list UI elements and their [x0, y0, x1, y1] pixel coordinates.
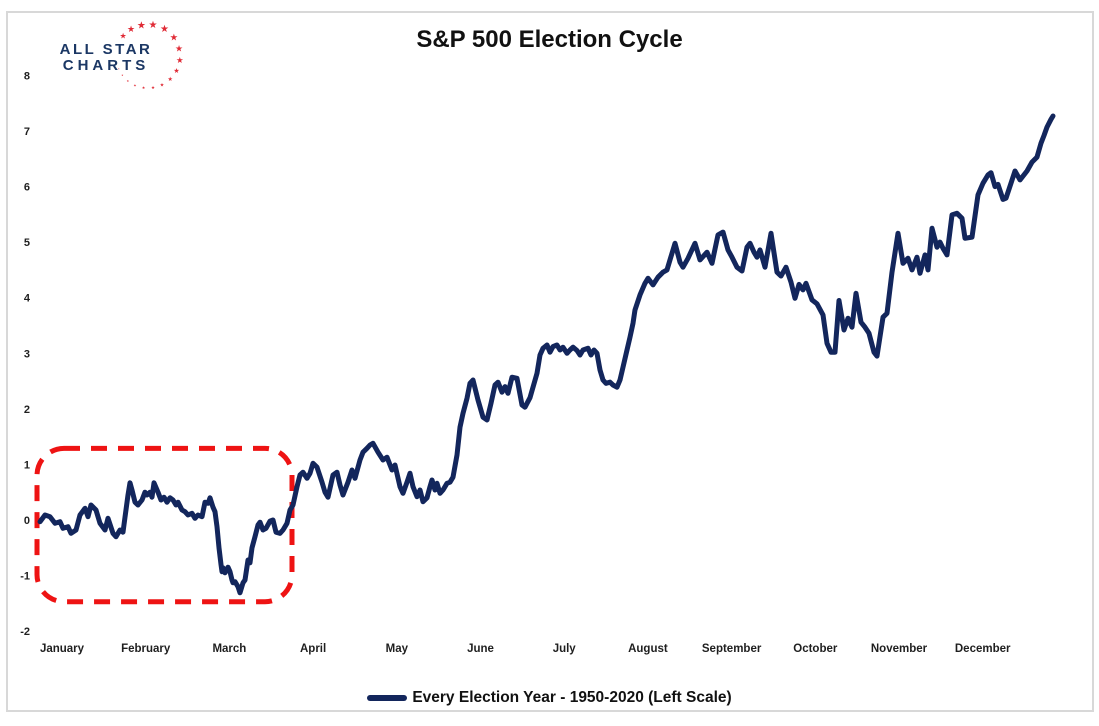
star-glyph: ★ [127, 24, 135, 34]
y-tick-label: 4 [24, 293, 31, 305]
star-glyph: ★ [142, 85, 146, 90]
allstarcharts-logo: ALL STAR CHARTS [55, 42, 157, 74]
x-axis-label: March [212, 643, 246, 655]
y-tick-label: 0 [24, 515, 30, 527]
star-glyph: ★ [160, 83, 165, 89]
legend-line-swatch [367, 695, 408, 701]
x-axis-label: August [628, 643, 668, 655]
x-axis-label: December [955, 643, 1011, 655]
y-tick-label: -2 [20, 626, 30, 638]
star-glyph: ★ [137, 20, 146, 31]
star-glyph: ★ [173, 67, 179, 75]
star-glyph: ★ [176, 55, 184, 65]
legend: Every Election Year - 1950-2020 (Left Sc… [0, 686, 1099, 710]
logo-text-line1: ALL STAR [59, 41, 153, 58]
x-axis-label: April [300, 643, 326, 655]
x-axis-label: October [793, 643, 838, 655]
star-glyph: ★ [160, 24, 169, 35]
x-axis-label: July [553, 643, 577, 655]
logo-stars-icon: ★★ ★ ★ ★★★★★★★★★★★★★ [118, 20, 184, 90]
legend-label: Every Election Year - 1950-2020 (Left Sc… [412, 689, 732, 706]
y-tick-label: -1 [20, 571, 30, 583]
election-year-series-line [37, 113, 1056, 596]
y-tick-label: 8 [24, 70, 30, 82]
chart-title: S&P 500 Election Cycle [416, 26, 683, 53]
x-axis-label: January [40, 643, 85, 655]
x-axis-label: September [702, 643, 762, 655]
x-axis-label: November [871, 643, 928, 655]
star-glyph: ★ [121, 73, 124, 77]
star-glyph: ★ [149, 20, 158, 31]
star-glyph: ★ [133, 84, 137, 88]
x-axis-label: February [121, 643, 171, 655]
star-glyph: ★ [168, 76, 173, 83]
y-tick-label: 2 [24, 404, 30, 416]
x-axis-label: May [386, 643, 409, 655]
star-glyph: ★ [120, 32, 127, 41]
jan-mar-highlight-annotation [34, 445, 295, 605]
y-tick-label: 5 [24, 237, 30, 249]
star-glyph: ★ [170, 33, 179, 44]
y-tick-label: 6 [24, 182, 30, 194]
x-axis-label: June [467, 643, 494, 655]
star-glyph: ★ [151, 85, 156, 90]
star-glyph: ★ [118, 68, 120, 71]
star-glyph: ★ [175, 44, 183, 54]
y-tick-label: 1 [24, 459, 30, 471]
logo-text-line2: CHARTS [62, 57, 150, 74]
y-tick-label: 7 [24, 126, 30, 138]
star-glyph: ★ [127, 79, 130, 83]
y-tick-label: 3 [24, 348, 30, 360]
